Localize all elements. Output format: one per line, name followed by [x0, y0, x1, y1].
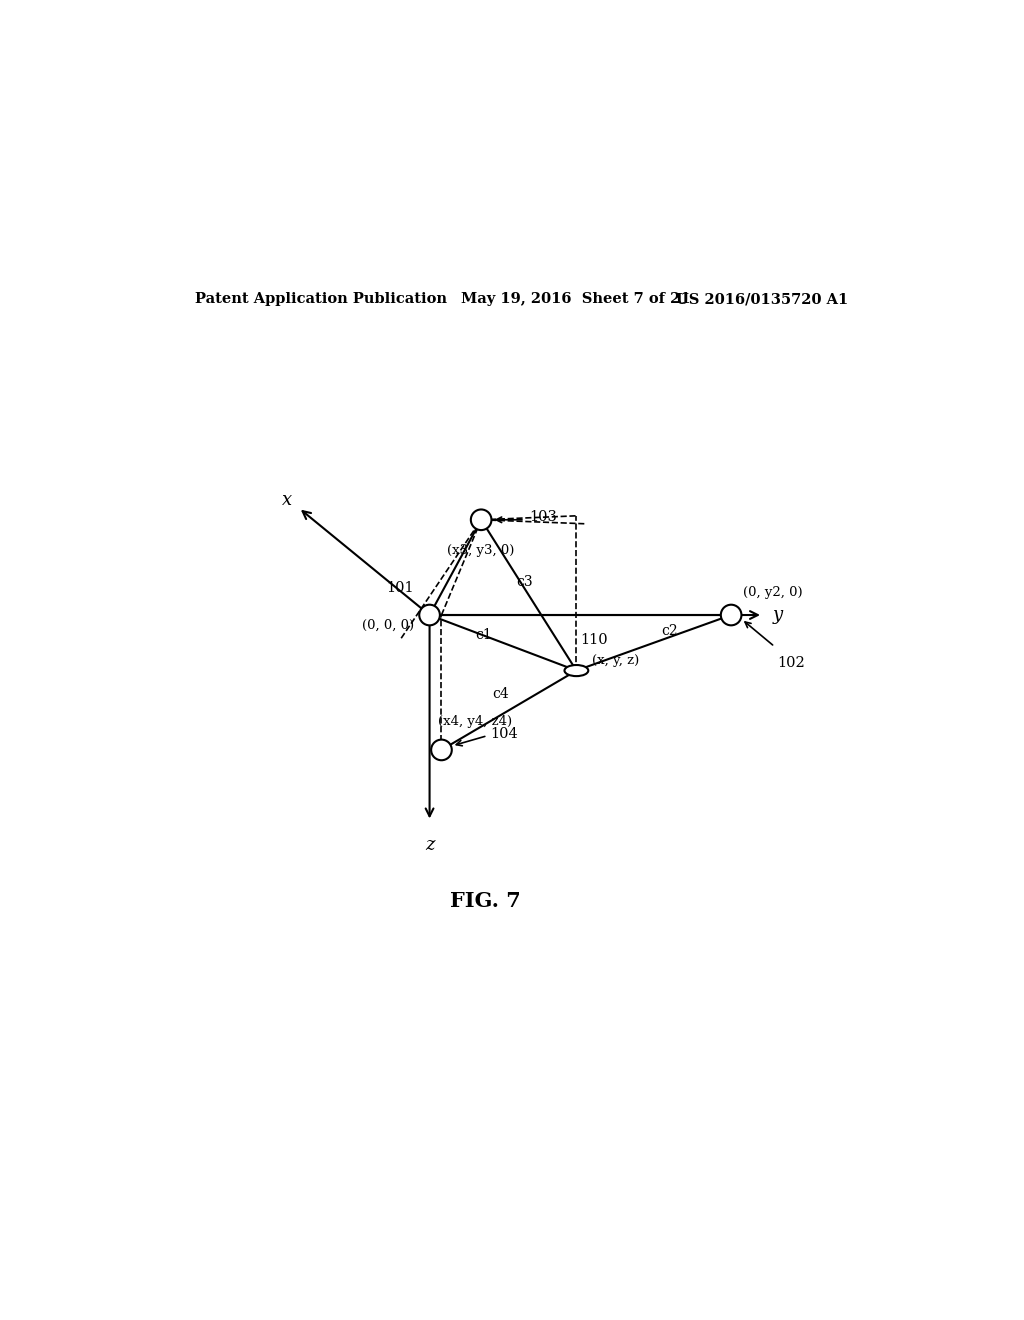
- Text: 110: 110: [581, 632, 608, 647]
- Text: US 2016/0135720 A1: US 2016/0135720 A1: [676, 292, 848, 306]
- Text: c1: c1: [475, 628, 492, 642]
- Text: c2: c2: [662, 624, 678, 638]
- Text: 101: 101: [386, 581, 414, 595]
- Text: May 19, 2016  Sheet 7 of 21: May 19, 2016 Sheet 7 of 21: [461, 292, 691, 306]
- Text: y: y: [772, 606, 782, 624]
- Text: z: z: [425, 836, 434, 854]
- Text: 102: 102: [777, 656, 805, 671]
- Text: (0, y2, 0): (0, y2, 0): [743, 586, 803, 599]
- Ellipse shape: [564, 665, 588, 676]
- Text: 103: 103: [528, 510, 557, 524]
- Circle shape: [721, 605, 741, 626]
- Circle shape: [431, 739, 452, 760]
- Text: (x3, y3, 0): (x3, y3, 0): [447, 544, 515, 557]
- Text: Patent Application Publication: Patent Application Publication: [196, 292, 447, 306]
- Text: c3: c3: [516, 574, 534, 589]
- Text: (x, y, z): (x, y, z): [592, 653, 640, 667]
- Text: (x4, y4, z4): (x4, y4, z4): [437, 714, 512, 727]
- Text: c4: c4: [493, 688, 509, 701]
- Circle shape: [471, 510, 492, 531]
- Text: (0, 0, 0): (0, 0, 0): [361, 619, 414, 632]
- Circle shape: [419, 605, 440, 626]
- Text: x: x: [283, 491, 292, 510]
- Text: 104: 104: [490, 727, 518, 741]
- Text: FIG. 7: FIG. 7: [450, 891, 520, 911]
